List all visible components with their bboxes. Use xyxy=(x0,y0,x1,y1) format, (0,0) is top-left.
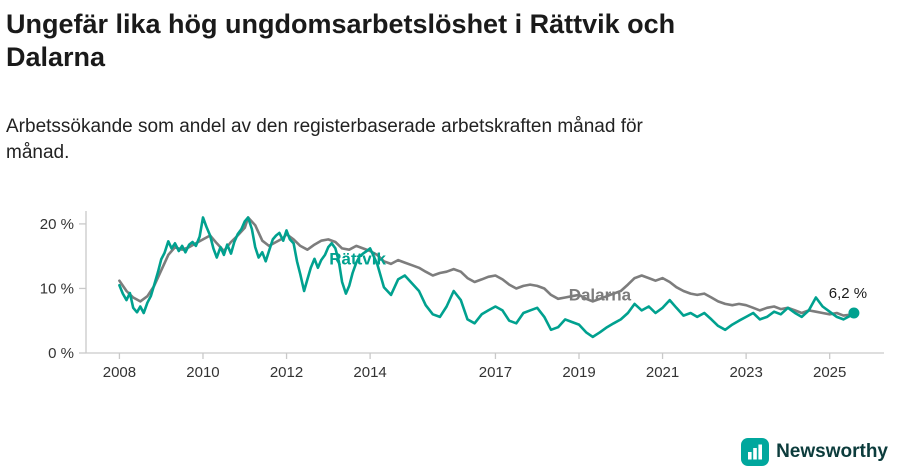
x-tick-label: 2012 xyxy=(270,364,303,381)
end-value-label: 6,2 % xyxy=(829,285,867,302)
chart-subtitle: Arbetssökande som andel av den registerb… xyxy=(6,115,643,163)
series-line-Rättvik xyxy=(118,216,856,339)
x-tick-label: 2008 xyxy=(103,364,136,381)
series-label-Rättvik: Rättvik xyxy=(329,250,386,269)
line-chart: 0 % 10 % 20 % 2008 2010 2012 2014 2017 2019 2021 2… xyxy=(40,211,884,381)
brand-name: Newsworthy xyxy=(776,441,888,462)
newsworthy-credit[interactable]: Newsworthy xyxy=(741,438,888,466)
x-tick-label: 2025 xyxy=(813,364,846,381)
chart-card: Ungefär lika hög ungdomsarbetslöshet i R… xyxy=(6,9,884,381)
series-line-Dalarna xyxy=(118,216,856,318)
series-label-Dalarna: Dalarna xyxy=(569,286,632,305)
x-tick-label: 2023 xyxy=(729,364,762,381)
x-tick-label: 2019 xyxy=(562,364,595,381)
chart-title: Ungefär lika hög ungdomsarbetslöshet i R… xyxy=(6,9,676,72)
y-tick-label: 20 % xyxy=(40,216,74,233)
y-tick-label: 10 % xyxy=(40,281,74,298)
x-tick-label: 2021 xyxy=(646,364,679,381)
y-tick-label: 0 % xyxy=(48,345,74,362)
newsworthy-logo-icon xyxy=(741,438,770,466)
end-point-marker xyxy=(848,307,860,319)
x-tick-label: 2014 xyxy=(353,364,386,381)
x-tick-label: 2017 xyxy=(479,364,512,381)
x-tick-label: 2010 xyxy=(186,364,219,381)
